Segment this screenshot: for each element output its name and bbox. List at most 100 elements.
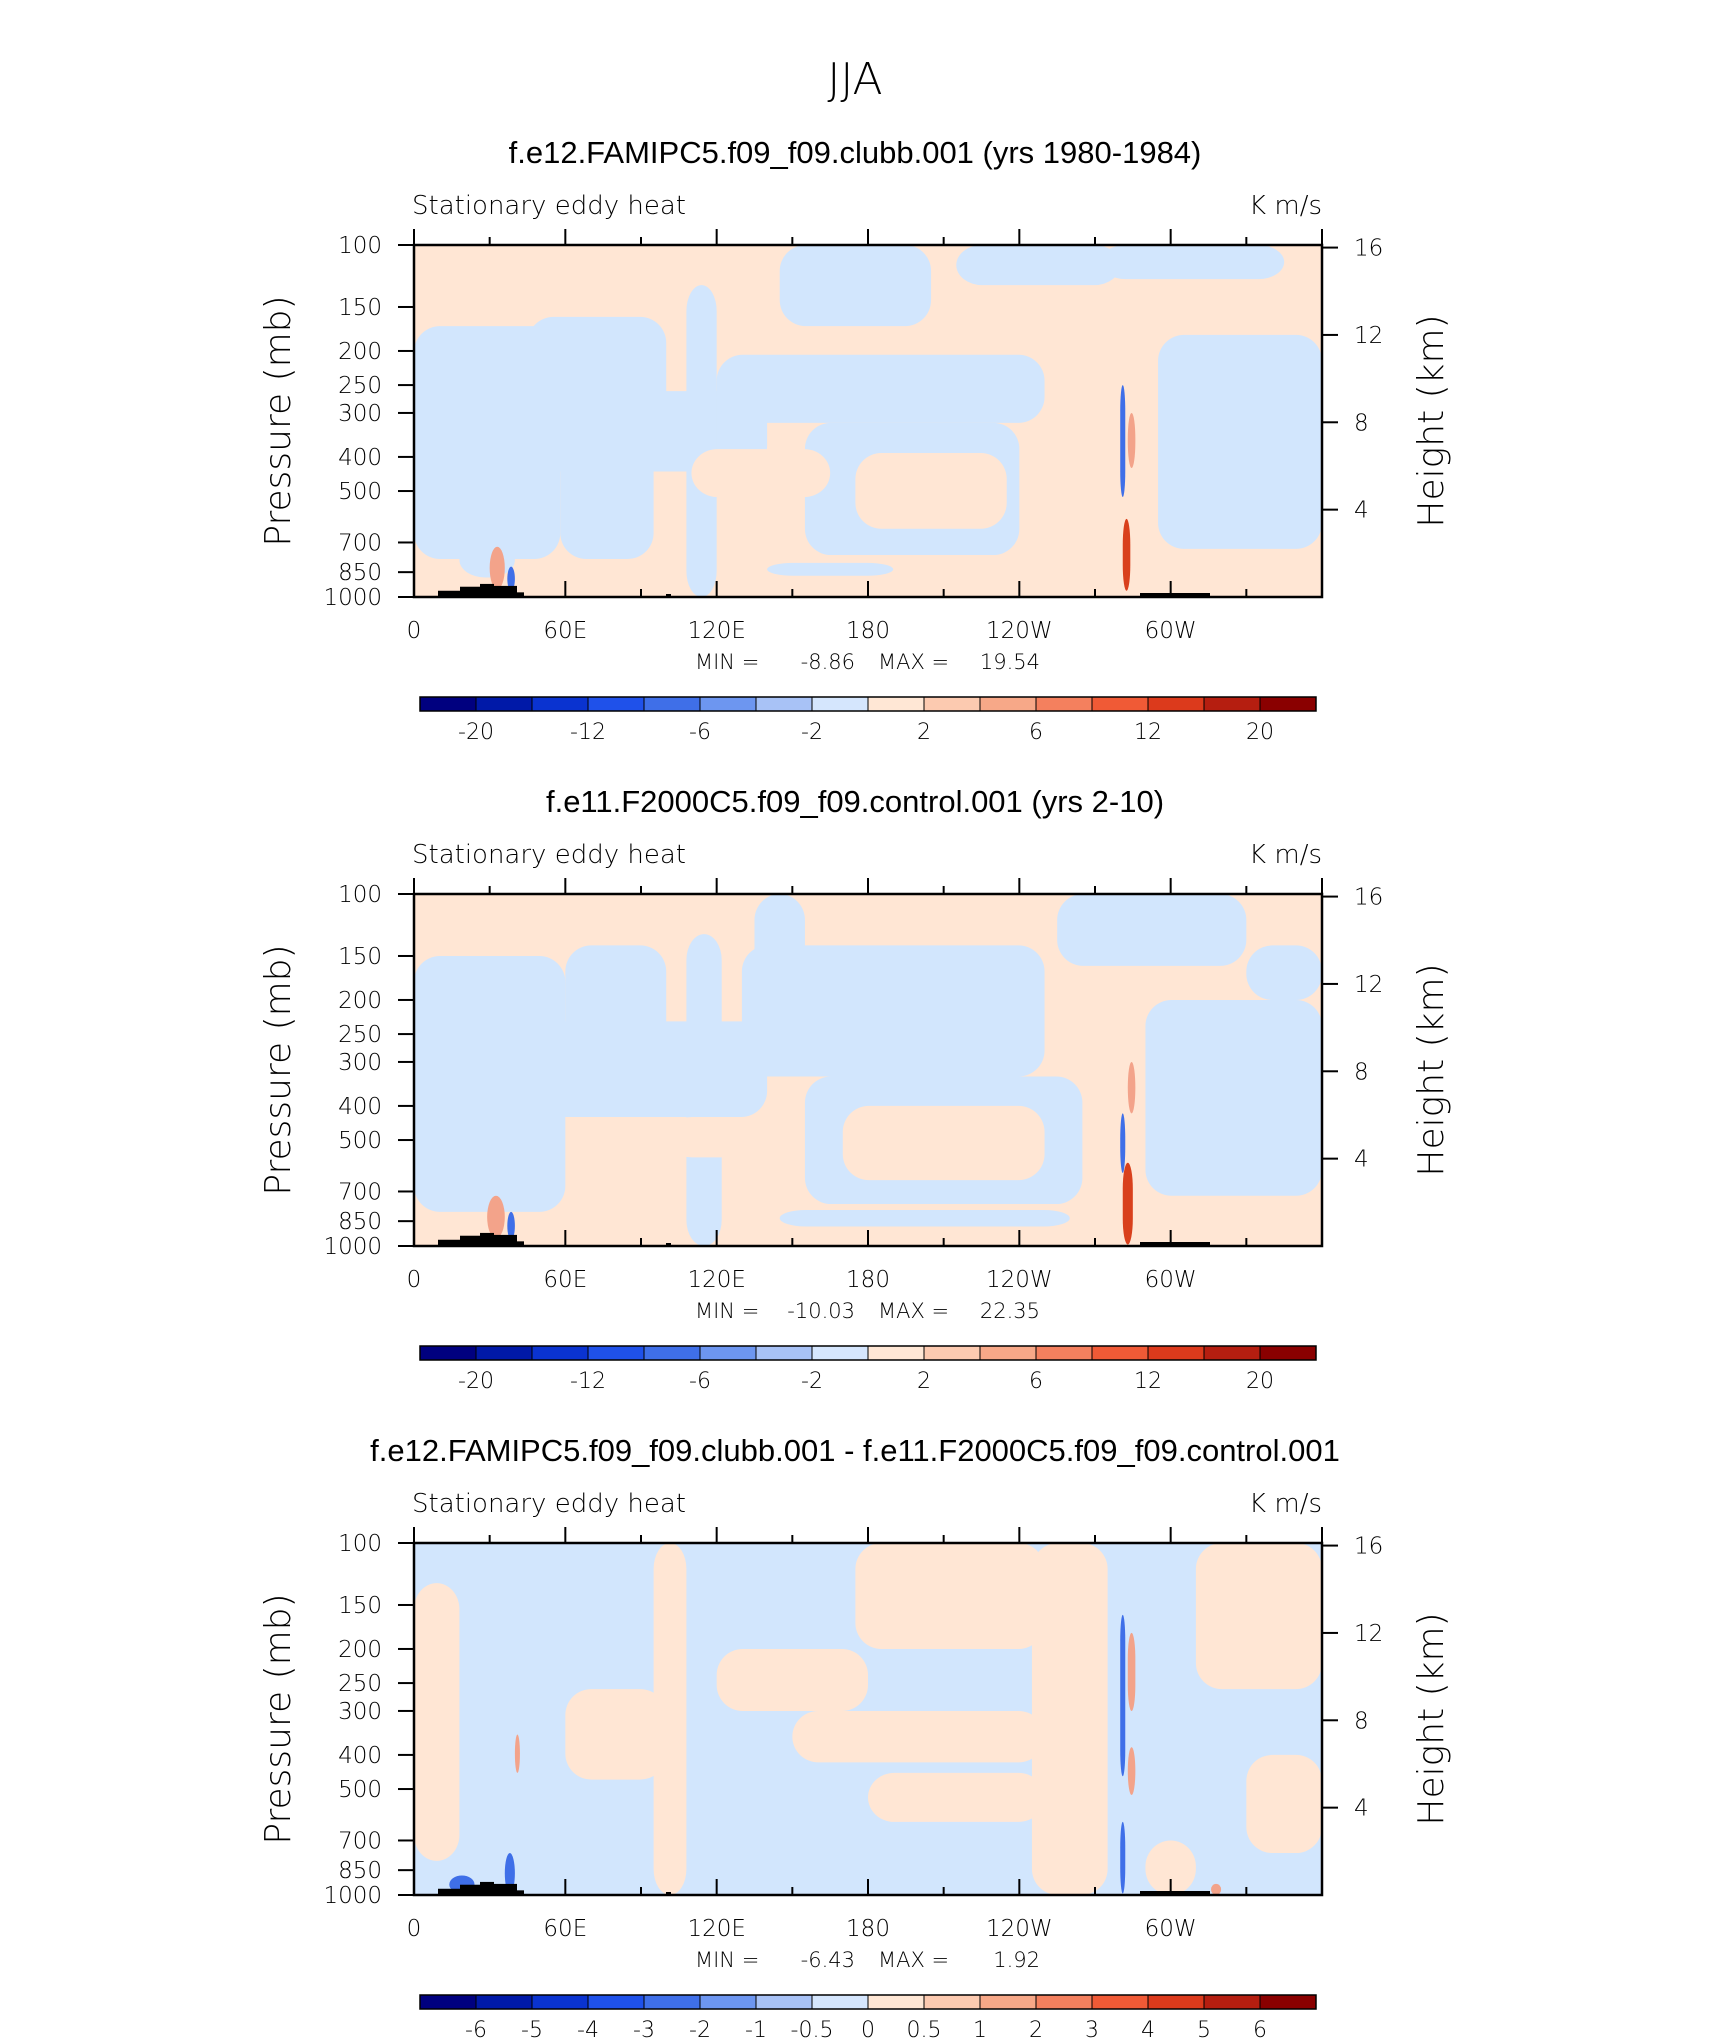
- contour-region-cold: [504, 1853, 515, 1894]
- colorbar-box: [867, 696, 925, 712]
- colorbar-label: -20: [458, 1369, 494, 1394]
- colorbar-box: [531, 1345, 589, 1361]
- y-tick-label: 1000: [323, 1883, 382, 1909]
- y-right-tick-label: 16: [1354, 1534, 1383, 1560]
- colorbar-label: 20: [1246, 720, 1274, 745]
- panel-title: f.e12.FAMIPC5.f09_f09.clubb.001 - f.e11.…: [370, 1433, 1340, 1468]
- contour-region-neg: [414, 955, 566, 1212]
- x-tick-label: 120E: [687, 1916, 745, 1942]
- min-value: -8.86: [801, 650, 855, 674]
- y-tick-label: 100: [338, 882, 382, 908]
- y-axis-label: Pressure (mb): [258, 944, 299, 1195]
- topography: [438, 590, 460, 597]
- min-value: -6.43: [801, 1948, 855, 1972]
- colorbar-box: [979, 1345, 1037, 1361]
- y-tick-label: 850: [338, 1858, 382, 1884]
- colorbar-label: 12: [1134, 1369, 1162, 1394]
- colorbar-label: 2: [1029, 2018, 1043, 2038]
- contour-region-pos: [565, 1689, 667, 1780]
- colorbar-frame: [419, 1345, 1317, 1361]
- contour-region-neg: [779, 1209, 1070, 1227]
- y-tick-label: 150: [338, 295, 382, 321]
- panel-right-label: K m/s: [1249, 191, 1322, 221]
- topography: [1140, 1891, 1210, 1895]
- topography: [517, 592, 524, 597]
- colorbar-box: [643, 1994, 701, 2010]
- y-tick-label: 300: [338, 1050, 382, 1076]
- min-label: MIN =: [695, 650, 759, 674]
- contour-region-warm: [1127, 1632, 1136, 1711]
- colorbar-box: [531, 696, 589, 712]
- contour-region-neg: [1158, 334, 1322, 549]
- x-tick-label: 60W: [1145, 1916, 1197, 1942]
- x-tick-label: 120E: [687, 618, 745, 644]
- colorbar-box: [419, 696, 477, 712]
- y-tick-label: 150: [338, 944, 382, 970]
- colorbar-label: -20: [458, 720, 494, 745]
- y-tick-label: 400: [338, 1743, 382, 1769]
- y-right-tick-label: 8: [1354, 1059, 1369, 1085]
- y-axis-label: Pressure (mb): [258, 1593, 299, 1844]
- topography: [494, 585, 517, 597]
- colorbar-label: -6: [689, 720, 711, 745]
- topography: [480, 1232, 494, 1246]
- colorbar-label: 4: [1141, 2018, 1155, 2038]
- x-tick-label: 180: [846, 1916, 890, 1942]
- contour-region-pos: [842, 1105, 1045, 1181]
- contour-region-neg: [686, 285, 717, 597]
- topography: [494, 1883, 517, 1895]
- y-tick-label: 150: [338, 1593, 382, 1619]
- y-tick-label: 200: [338, 1637, 382, 1663]
- colorbar-label: -0.5: [791, 2018, 834, 2038]
- y-tick-label: 100: [338, 233, 382, 259]
- y-tick-label: 250: [338, 1022, 382, 1048]
- contour-region-pos: [855, 1543, 1045, 1649]
- panel-title: f.e11.F2000C5.f09_f09.control.001 (yrs 2…: [546, 784, 1164, 819]
- contour-region-cold: [1120, 1821, 1126, 1894]
- colorbar-label: 2: [917, 720, 931, 745]
- colorbar-box: [419, 1994, 477, 2010]
- y-right-tick-label: 4: [1354, 498, 1369, 524]
- colorbar-label: -12: [570, 1369, 606, 1394]
- colorbar-box: [531, 1994, 589, 2010]
- colorbar-label: -3: [633, 2018, 655, 2038]
- topography: [1140, 593, 1210, 597]
- colorbar-box: [755, 696, 813, 712]
- contour-field: [414, 245, 1322, 597]
- contour-region-neg: [1100, 245, 1285, 280]
- y-right-tick-label: 12: [1354, 1621, 1383, 1647]
- colorbar-label: 20: [1246, 1369, 1274, 1394]
- colorbar-box: [699, 1994, 757, 2010]
- contour-region-warm: [514, 1734, 520, 1773]
- contour-region-neg: [741, 945, 1045, 1077]
- colorbar-label: -6: [465, 2018, 487, 2038]
- topography: [666, 594, 671, 597]
- chart-panel: f.e12.FAMIPC5.f09_f09.clubb.001 - f.e11.…: [258, 1433, 1452, 2038]
- colorbar-box: [811, 1345, 869, 1361]
- max-value: 1.92: [993, 1948, 1040, 1972]
- y-tick-label: 1000: [323, 1234, 382, 1260]
- colorbar-box: [587, 1994, 645, 2010]
- y-tick-label: 700: [338, 1179, 382, 1205]
- colorbar-box: [1035, 696, 1093, 712]
- y-tick-label: 1000: [323, 585, 382, 611]
- contour-region-warm: [1127, 1061, 1136, 1114]
- contour-region-neg: [686, 934, 722, 1246]
- colorbar-box: [419, 1345, 477, 1361]
- y-right-tick-label: 4: [1354, 1796, 1369, 1822]
- max-label: MAX =: [878, 1948, 949, 1972]
- x-tick-label: 60E: [543, 618, 587, 644]
- contour-region-pos: [1195, 1543, 1322, 1690]
- y-tick-label: 250: [338, 1671, 382, 1697]
- topography: [1140, 1242, 1210, 1246]
- min-label: MIN =: [695, 1299, 759, 1323]
- y-tick-label: 100: [338, 1531, 382, 1557]
- y-axis-label-right: Height (km): [1411, 314, 1452, 527]
- y-right-tick-label: 16: [1354, 236, 1383, 262]
- y-axis-label-right: Height (km): [1411, 963, 1452, 1176]
- colorbar-label: 6: [1253, 2018, 1267, 2038]
- colorbar-box: [811, 1994, 869, 2010]
- colorbar-box: [755, 1345, 813, 1361]
- contour-region-pos: [1069, 528, 1146, 567]
- topography: [438, 1888, 460, 1895]
